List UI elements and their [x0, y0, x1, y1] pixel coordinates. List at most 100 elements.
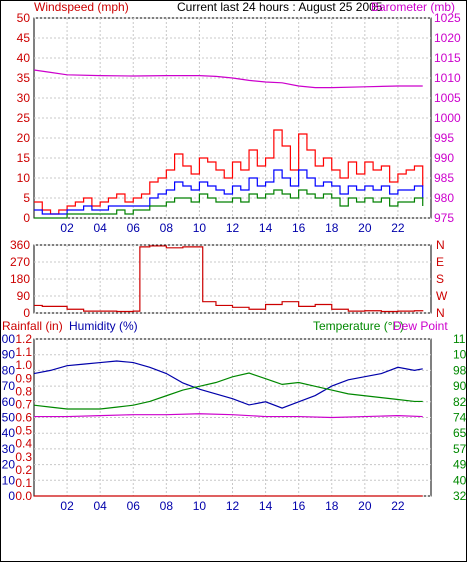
temperature-y-tick: 40: [453, 473, 466, 487]
temperature-y-tick: 82: [453, 395, 466, 409]
wind-y-tick: 25: [17, 111, 31, 125]
wind-x-tick: 10: [193, 221, 207, 235]
humidity-x-tick: 04: [93, 499, 107, 513]
wind-x-tick: 18: [325, 221, 339, 235]
compass-y-tick: S: [436, 272, 444, 286]
rainfall-y-tick: 0.5: [15, 424, 32, 438]
temperature-y-tick: 107: [453, 348, 466, 362]
humidity-axis-label: Humidity (%): [69, 319, 138, 333]
humidity-x-tick: 10: [193, 499, 207, 513]
barometer-y-tick: 990: [434, 151, 454, 165]
barometer-y-tick: 1010: [434, 71, 461, 85]
rainfall-y-tick: 0.1: [15, 476, 32, 490]
rainfall-y-tick: 0.0: [15, 489, 32, 503]
wind-y-tick: 15: [17, 151, 31, 165]
compass-y-tick: N: [436, 238, 445, 252]
temperature-y-tick: 49: [453, 458, 466, 472]
barometer-y-tick: 985: [434, 171, 454, 185]
wind-y-tick: 40: [17, 51, 31, 65]
barometer-axis-label: Barometer (mb): [371, 1, 455, 14]
barometer-y-tick: 1005: [434, 91, 461, 105]
rainfall-y-tick: 0.6: [15, 411, 32, 425]
wind-x-tick: 12: [226, 221, 240, 235]
humidity-x-tick: 08: [160, 499, 174, 513]
windspeed-low-line: [34, 189, 424, 219]
wind-y-tick: 0: [23, 211, 30, 225]
barometer-y-tick: 1025: [434, 11, 461, 25]
humidity-line: [33, 360, 423, 409]
wind-x-tick: 06: [127, 221, 141, 235]
temperature-y-tick: 32: [453, 489, 466, 503]
barometer-y-tick: 980: [434, 191, 454, 205]
direction-y-tick: 270: [10, 255, 30, 269]
direction-y-tick: 180: [10, 272, 30, 286]
wind-y-tick: 45: [17, 31, 31, 45]
temperature-y-tick: 115: [453, 332, 466, 346]
rainfall-y-tick: 0.2: [15, 463, 32, 477]
direction-y-tick: 90: [17, 289, 31, 303]
humidity-y-tick: 20: [2, 458, 16, 472]
humidity-x-tick: 06: [127, 499, 141, 513]
humidity-x-tick: 14: [259, 499, 273, 513]
humidity-x-tick: 02: [60, 499, 74, 513]
rainfall-y-tick: 0.3: [15, 450, 32, 464]
humidity-x-tick: 22: [391, 499, 405, 513]
wind-x-tick: 02: [60, 221, 74, 235]
wind-y-tick: 20: [17, 131, 31, 145]
wind-y-tick: 5: [23, 191, 30, 205]
windspeed-avg-line: [34, 169, 424, 215]
humidity-y-tick: 90: [2, 348, 16, 362]
rainfall-y-tick: 0.8: [15, 384, 32, 398]
humidity-y-tick: 10: [2, 473, 16, 487]
rainfall-axis-label: Rainfall (in): [2, 319, 63, 333]
wind-y-tick: 10: [17, 171, 31, 185]
direction-y-tick: 360: [10, 238, 30, 252]
temperature-y-tick: 98: [453, 363, 466, 377]
barometer-y-tick: 975: [434, 211, 454, 225]
barometer-y-tick: 1000: [434, 111, 461, 125]
humidity-y-tick: 40: [2, 426, 16, 440]
wind-x-tick: 20: [358, 221, 372, 235]
temperature-y-tick: 90: [453, 379, 466, 393]
barometer-y-tick: 995: [434, 131, 454, 145]
wind-direction-line: [34, 245, 424, 313]
rainfall-y-tick: 0.9: [15, 371, 32, 385]
humidity-y-tick: 30: [2, 442, 16, 456]
humidity-y-tick: 100: [1, 332, 15, 346]
wind-x-tick: 22: [391, 221, 405, 235]
temperature-y-tick: 57: [453, 442, 466, 456]
direction-y-tick: 0: [23, 306, 30, 320]
wind-x-tick: 16: [292, 221, 306, 235]
humidity-x-tick: 20: [358, 499, 372, 513]
temperature-line: [33, 372, 423, 410]
wind-x-tick: 08: [160, 221, 174, 235]
wind-x-tick: 04: [93, 221, 107, 235]
chart-title: Current last 24 hours : August 25 2005: [177, 1, 383, 14]
barometer-line: [33, 69, 423, 89]
compass-y-tick: N: [436, 306, 445, 320]
temperature-y-tick: 65: [453, 426, 466, 440]
rainfall-y-tick: 0.7: [15, 397, 32, 411]
temperature-axis-label: Temperature (°F): [313, 319, 404, 333]
wind-y-tick: 50: [17, 11, 31, 25]
humidity-y-tick: 50: [2, 411, 16, 425]
windspeed-gust-line: [34, 129, 424, 215]
humidity-panel: [33, 338, 432, 497]
wind-y-tick: 30: [17, 91, 31, 105]
wind-x-tick: 14: [259, 221, 273, 235]
wind-y-tick: 35: [17, 71, 31, 85]
humidity-y-tick: 60: [2, 395, 16, 409]
temperature-y-tick: 74: [453, 411, 466, 425]
dewpoint-line: [34, 413, 423, 419]
barometer-y-tick: 1020: [434, 31, 461, 45]
rainfall-y-tick: 1.0: [15, 358, 32, 372]
humidity-x-tick: 18: [325, 499, 339, 513]
dewpoint-axis-label: Dew Point: [393, 319, 448, 333]
rainfall-y-tick: 0.4: [15, 437, 32, 451]
compass-y-tick: W: [436, 289, 448, 303]
humidity-y-tick: 0: [8, 489, 15, 503]
humidity-x-tick: 16: [292, 499, 306, 513]
compass-y-tick: E: [436, 255, 444, 269]
